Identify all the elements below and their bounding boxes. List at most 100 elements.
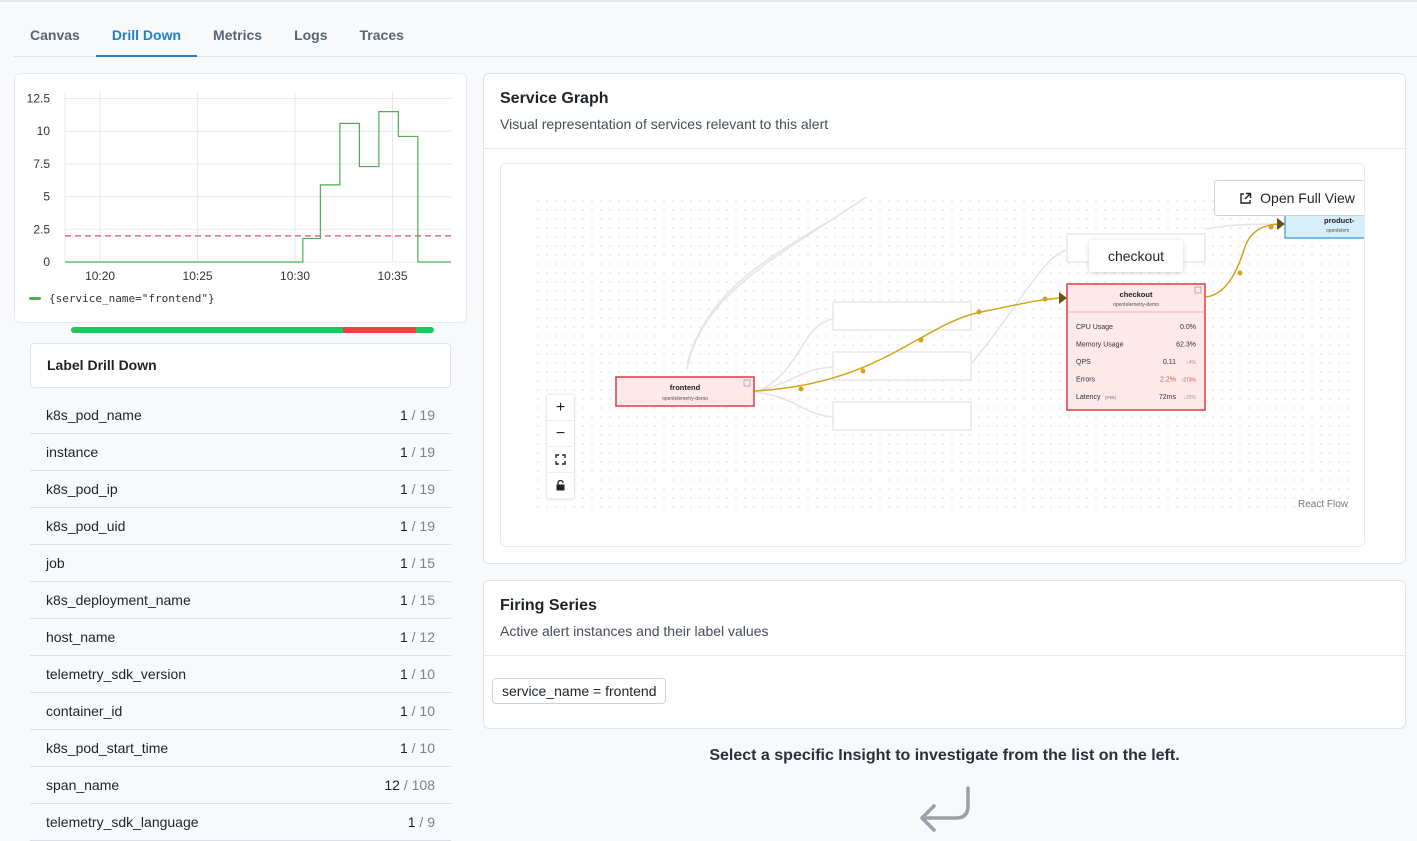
node-frontend-name: frontend bbox=[670, 383, 701, 392]
drill-down-label: job bbox=[46, 555, 65, 571]
insight-hint: Select a specific Insight to investigate… bbox=[709, 747, 1180, 764]
drill-down-row[interactable]: instance 1 / 19 bbox=[30, 434, 451, 471]
alert-status-bar bbox=[71, 327, 434, 333]
y-tick-label: 7.5 bbox=[33, 157, 50, 171]
drill-down-count-value: 1 bbox=[399, 481, 408, 497]
drill-down-count-value: 1 bbox=[399, 555, 408, 571]
drill-down-count-value: 1 bbox=[399, 518, 408, 534]
drill-down-row[interactable]: host_name 1 / 12 bbox=[30, 619, 451, 656]
drill-down-count-value: 1 bbox=[399, 740, 408, 756]
y-tick-label: 2.5 bbox=[33, 222, 50, 236]
metric-label: QPS bbox=[1076, 359, 1091, 366]
external-link-icon[interactable] bbox=[743, 379, 751, 387]
x-tick-label: 10:35 bbox=[377, 269, 407, 283]
y-tick-label: 0 bbox=[43, 255, 50, 269]
drill-down-label: span_name bbox=[46, 777, 120, 793]
alert-chart[interactable]: 0 2.5 5 7.5 10 12.5 10:20 10:25 10:30 10:35 bbox=[15, 74, 468, 324]
drill-down-count: 1 / 19 bbox=[399, 407, 435, 423]
lock-icon[interactable] bbox=[547, 473, 574, 499]
service-graph-canvas[interactable]: frontend opentelemetry-demo checkout ope… bbox=[500, 163, 1365, 547]
drill-down-row[interactable]: job 1 / 15 bbox=[30, 545, 451, 582]
drill-down-count-value: 1 bbox=[399, 629, 408, 645]
drill-down-count-total: 15 bbox=[419, 592, 435, 608]
node-product-name: product- bbox=[1324, 216, 1355, 225]
status-bar-segment bbox=[343, 327, 416, 333]
legend-swatch bbox=[29, 297, 41, 300]
fit-view-icon[interactable] bbox=[547, 447, 574, 473]
edge-arrow bbox=[1277, 218, 1285, 230]
service-graph-svg: frontend opentelemetry-demo checkout ope… bbox=[531, 196, 1364, 514]
drill-down-label: container_id bbox=[46, 703, 123, 719]
drill-down-count-total: 19 bbox=[419, 518, 435, 534]
y-tick-label: 10 bbox=[37, 124, 51, 138]
drill-down-count-total: 10 bbox=[419, 740, 435, 756]
drill-down-count-total: 19 bbox=[419, 444, 435, 460]
node-checkout[interactable]: checkout opentelemetry-demo CPU Usage 0.0… bbox=[1066, 283, 1206, 411]
drill-down-count-total: 12 bbox=[419, 629, 435, 645]
tab-traces[interactable]: Traces bbox=[359, 27, 404, 43]
drill-down-row[interactable]: telemetry_sdk_version 1 / 10 bbox=[30, 656, 451, 693]
metric-value: 0.0% bbox=[1180, 324, 1196, 331]
node-checkout-name: checkout bbox=[1120, 290, 1153, 299]
metric-label: Latency bbox=[1076, 394, 1101, 401]
drill-down-count-total: 108 bbox=[411, 777, 435, 793]
drill-down-row[interactable]: k8s_pod_name 1 / 19 bbox=[30, 397, 451, 434]
drill-down-row[interactable]: k8s_deployment_name 1 / 15 bbox=[30, 582, 451, 619]
drill-down-row[interactable]: span_name 12 / 108 bbox=[30, 767, 451, 804]
drill-down-count-total: 10 bbox=[419, 666, 435, 682]
react-flow-attribution[interactable]: React Flow bbox=[1297, 499, 1348, 510]
metric-delta: ↑273% bbox=[1181, 378, 1197, 384]
edge-arrow bbox=[1059, 292, 1067, 304]
drill-down-row[interactable]: container_id 1 / 10 bbox=[30, 693, 451, 730]
open-full-view-button[interactable]: Open Full View bbox=[1214, 180, 1364, 216]
tab-drill-down[interactable]: Drill Down bbox=[95, 18, 198, 57]
drill-down-row[interactable]: k8s_pod_start_time 1 / 10 bbox=[30, 730, 451, 767]
drill-down-count: 1 / 10 bbox=[399, 703, 435, 719]
external-link-icon bbox=[1240, 192, 1252, 204]
drill-down-row[interactable]: k8s_pod_uid 1 / 19 bbox=[30, 508, 451, 545]
drill-down-label: telemetry_sdk_version bbox=[46, 666, 187, 682]
drill-down-count: 1 / 15 bbox=[399, 592, 435, 608]
drill-down-label: k8s_pod_name bbox=[46, 407, 142, 423]
metric-label: Memory Usage bbox=[1076, 342, 1124, 349]
service-graph-title: Service Graph bbox=[500, 90, 609, 107]
drill-down-count: 1 / 12 bbox=[399, 629, 435, 645]
open-full-view-label: Open Full View bbox=[1260, 190, 1355, 206]
node-product-namespace: opentelem bbox=[1326, 228, 1349, 234]
drill-down-count-total: 10 bbox=[419, 703, 435, 719]
status-bar-segment bbox=[71, 327, 344, 333]
node-frontend[interactable]: frontend opentelemetry-demo bbox=[615, 376, 755, 407]
metric-label: CPU Usage bbox=[1076, 324, 1113, 331]
drill-down-count: 1 / 9 bbox=[407, 814, 435, 830]
series-line bbox=[65, 111, 451, 263]
drill-down-count: 1 / 15 bbox=[399, 555, 435, 571]
drill-down-count-total: 15 bbox=[419, 555, 435, 571]
node-hover-tooltip: checkout bbox=[1089, 240, 1183, 272]
tab-metrics[interactable]: Metrics bbox=[213, 27, 263, 43]
zoom-in-icon[interactable]: + bbox=[547, 395, 574, 421]
metric-value: 2.2% bbox=[1160, 377, 1176, 384]
drill-down-row[interactable]: k8s_pod_ip 1 / 19 bbox=[30, 471, 451, 508]
drill-down-count-value: 1 bbox=[399, 592, 408, 608]
drill-down-count-total: 19 bbox=[419, 481, 435, 497]
metric-sub: (P95) bbox=[1105, 395, 1117, 400]
status-bar-segment bbox=[415, 327, 434, 333]
y-tick-label: 12.5 bbox=[27, 92, 51, 106]
service-graph-subtitle: Visual representation of services releva… bbox=[500, 116, 829, 132]
zoom-out-icon[interactable]: − bbox=[547, 421, 574, 447]
drill-down-count: 12 / 108 bbox=[384, 777, 435, 793]
return-arrow-icon bbox=[920, 786, 970, 832]
drill-down-count: 1 / 10 bbox=[399, 740, 435, 756]
drill-down-count: 1 / 19 bbox=[399, 518, 435, 534]
drill-down-label: instance bbox=[46, 444, 99, 460]
tab-logs[interactable]: Logs bbox=[294, 27, 328, 43]
tab-canvas[interactable]: Canvas bbox=[30, 27, 80, 43]
chart-legend[interactable]: {service_name="frontend"} bbox=[29, 292, 215, 305]
drill-down-count-value: 1 bbox=[399, 444, 408, 460]
label-drill-down-list: k8s_pod_name 1 / 19 instance 1 / 19 k8s_pod_… bbox=[30, 397, 451, 841]
external-link-icon[interactable] bbox=[1194, 286, 1202, 294]
firing-series-chip[interactable]: service_name = frontend bbox=[492, 678, 667, 704]
alert-chart-card: 0 2.5 5 7.5 10 12.5 10:20 10:25 10:30 10:35 {serv… bbox=[14, 73, 467, 323]
service-graph-header: Service Graph Visual representation of s… bbox=[484, 74, 1405, 149]
drill-down-row[interactable]: telemetry_sdk_language 1 / 9 bbox=[30, 804, 451, 841]
